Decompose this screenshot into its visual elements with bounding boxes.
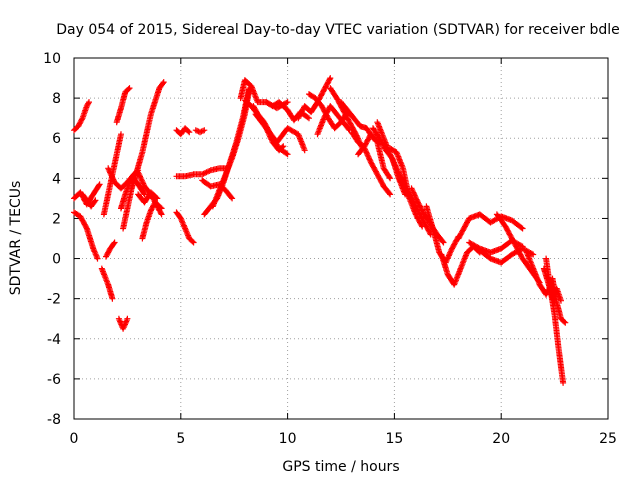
point-markers: [173, 125, 193, 138]
point-markers: [355, 131, 394, 182]
series-arc-34: [355, 131, 394, 182]
plot-frame: [73, 57, 609, 420]
y-tick-label: 2: [52, 211, 61, 227]
point-markers: [71, 209, 101, 262]
series-arc-04: [79, 191, 99, 210]
x-tick-label: 10: [279, 431, 297, 447]
y-tick-label: 8: [52, 91, 61, 107]
series-arc-33: [348, 129, 394, 198]
y-tick-label: 10: [43, 51, 61, 67]
y-tick-label: 6: [52, 131, 61, 147]
series-arc-01: [71, 99, 92, 134]
point-markers: [115, 315, 131, 332]
series-arc-05: [98, 265, 116, 302]
series-arc-49: [549, 275, 569, 326]
x-tick-label: 25: [599, 431, 617, 447]
series-arc-15: [135, 169, 165, 218]
series-arc-07: [115, 315, 131, 332]
x-tick-label: 15: [385, 431, 403, 447]
point-markers: [135, 169, 165, 218]
grid: [74, 58, 608, 419]
x-axis-label: GPS time / hours: [282, 459, 399, 475]
series-arc-14: [120, 79, 167, 232]
point-markers: [98, 265, 116, 302]
y-tick-label: -2: [47, 292, 61, 308]
y-tick-label: -6: [47, 372, 61, 388]
y-tick-label: 0: [52, 252, 61, 268]
x-tick-label: 20: [492, 431, 510, 447]
series-arc-26: [252, 111, 308, 154]
y-tick-label: -4: [47, 332, 61, 348]
axis-ticks: [73, 57, 609, 420]
point-markers: [71, 99, 92, 134]
series-arc-08: [113, 85, 133, 126]
series-arc-48: [543, 255, 567, 386]
point-markers: [173, 209, 197, 246]
y-axis-label: SDTVAR / TECUs: [8, 181, 24, 296]
point-markers: [348, 129, 394, 198]
x-tick-label: 0: [70, 431, 79, 447]
x-tick-label: 5: [176, 431, 185, 447]
tick-labels: 0 5 10 15 20 25 -8 -6 -4 -2 0 2 4 6 8 10: [43, 51, 617, 447]
data-points: [71, 75, 569, 386]
point-markers: [113, 85, 133, 126]
series-arc-17: [192, 127, 208, 136]
point-markers: [252, 111, 308, 154]
chart-title: Day 054 of 2015, Sidereal Day-to-day VTE…: [56, 22, 620, 38]
point-markers: [120, 79, 167, 232]
series-arc-18: [173, 209, 197, 246]
point-markers: [192, 127, 208, 136]
y-tick-label: -8: [47, 412, 61, 428]
point-markers: [395, 175, 434, 238]
point-markers: [79, 191, 99, 210]
series-arc-03: [71, 209, 101, 262]
point-markers: [173, 165, 231, 180]
point-markers: [549, 275, 569, 326]
point-markers: [543, 255, 567, 386]
series-arc-30: [314, 103, 353, 138]
point-markers: [314, 103, 353, 138]
series-arc-38: [395, 175, 434, 238]
series-arc-16: [173, 125, 193, 138]
point-markers: [103, 239, 118, 260]
series-arc-19: [173, 165, 231, 180]
series-arc-06: [103, 239, 118, 260]
y-tick-label: 4: [52, 171, 61, 187]
